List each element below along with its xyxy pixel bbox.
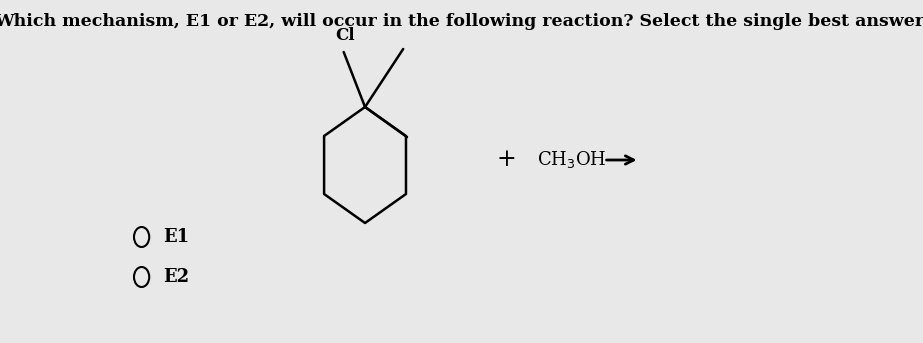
Text: E2: E2 bbox=[163, 268, 189, 286]
Text: Cl: Cl bbox=[335, 27, 355, 44]
Text: +: + bbox=[497, 149, 516, 172]
Text: Which mechanism, E1 or E2, will occur in the following reaction? Select the sing: Which mechanism, E1 or E2, will occur in… bbox=[0, 13, 923, 31]
Text: CH$_3$OH: CH$_3$OH bbox=[536, 150, 606, 170]
Text: E1: E1 bbox=[163, 228, 189, 246]
